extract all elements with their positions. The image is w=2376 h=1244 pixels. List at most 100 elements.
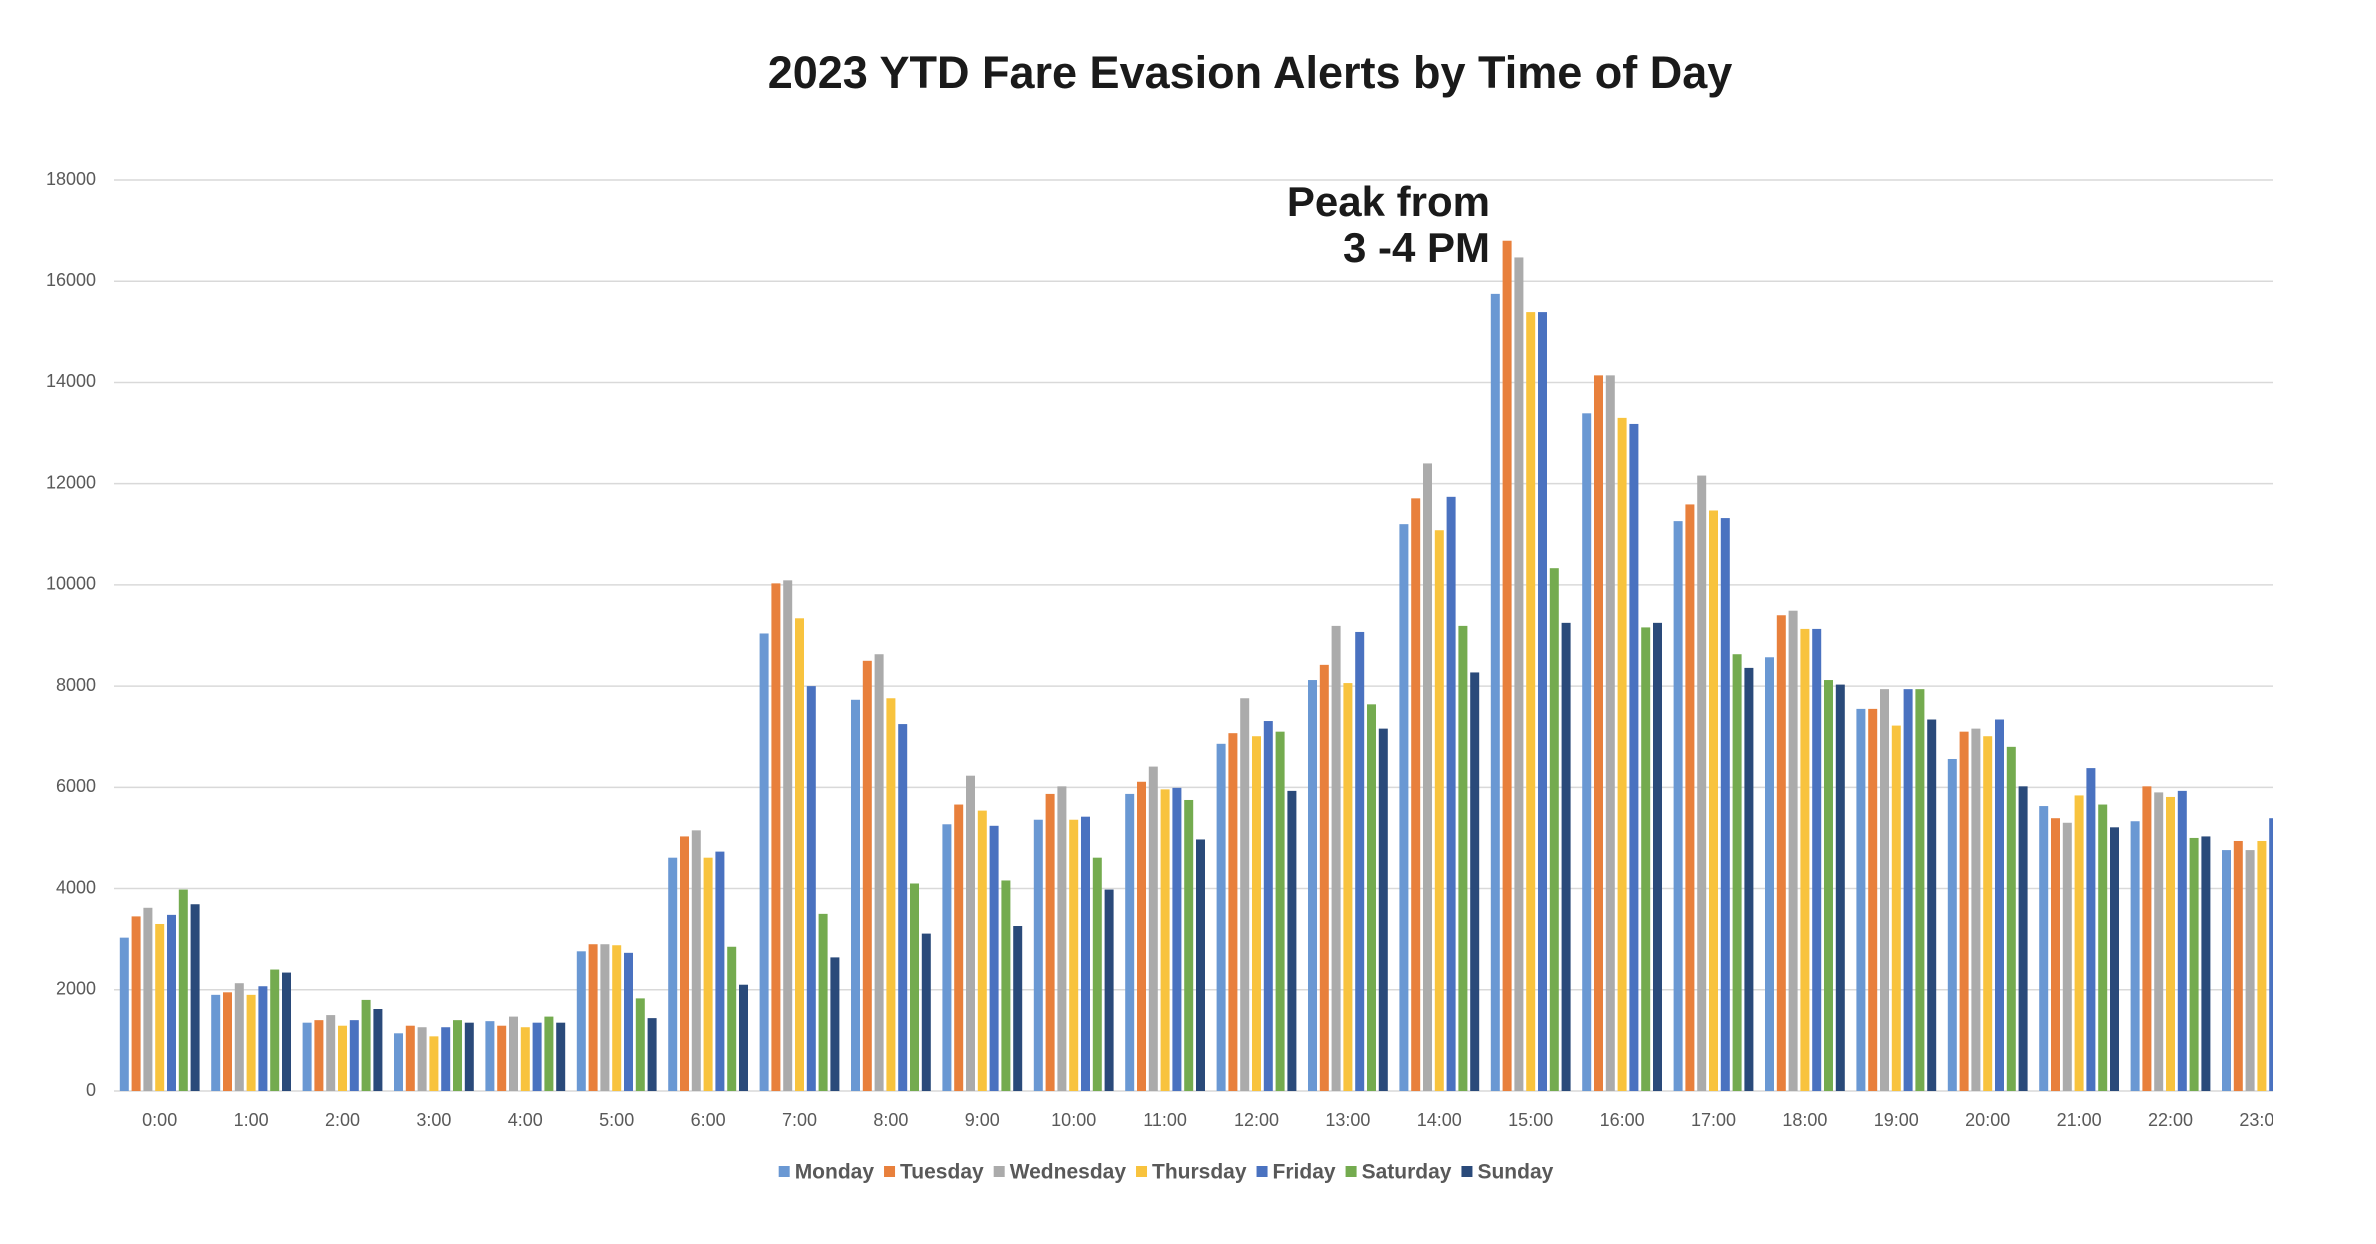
bar: [1732, 654, 1742, 1091]
bar: [1720, 518, 1730, 1091]
x-tick-label: 7:00: [782, 1110, 817, 1130]
bar: [921, 933, 931, 1091]
bar: [1033, 819, 1043, 1091]
bar: [1263, 721, 1273, 1091]
bar: [2269, 818, 2273, 1091]
bar: [1835, 684, 1845, 1091]
bar: [2110, 827, 2119, 1091]
x-tick-label: 9:00: [965, 1110, 1000, 1130]
bar: [532, 1022, 542, 1091]
bar: [1446, 496, 1456, 1091]
bar: [1470, 672, 1480, 1091]
bar: [2062, 822, 2072, 1091]
chart-title: 2023 YTD Fare Evasion Alerts by Time of …: [768, 47, 1733, 98]
bar: [2142, 786, 2152, 1091]
y-tick-label: 10000: [46, 574, 96, 594]
bar: [830, 957, 840, 1091]
bar: [739, 984, 748, 1091]
bar: [1526, 312, 1536, 1092]
grid: 0 2000 4000 6000 8000 10000 12000 14000 16000 180…: [46, 169, 2273, 1100]
bar: [680, 836, 689, 1091]
bar: [556, 1022, 566, 1091]
x-tick-label: 13:00: [1325, 1110, 1370, 1130]
bar: [612, 945, 622, 1091]
bar: [509, 1016, 518, 1091]
bar: [715, 851, 725, 1091]
legend-swatch: [1461, 1166, 1473, 1177]
bar: [1057, 786, 1067, 1091]
bar: [1868, 708, 1878, 1091]
bar: [1947, 758, 1957, 1091]
bar: [727, 946, 737, 1091]
bar: [1995, 719, 2004, 1091]
bar: [1776, 615, 1786, 1091]
legend-swatch: [778, 1166, 790, 1177]
bar: [771, 583, 781, 1091]
bar: [1367, 704, 1376, 1091]
bar: [1880, 689, 1889, 1091]
x-tick-label: 17:00: [1691, 1110, 1736, 1130]
x-tick-label: 22:00: [2148, 1110, 2193, 1130]
x-tick-label: 6:00: [691, 1110, 726, 1130]
bar: [1308, 680, 1317, 1091]
legend-swatch: [1345, 1166, 1357, 1177]
bar: [1629, 423, 1639, 1091]
bar: [544, 1016, 554, 1091]
bar: [520, 1027, 530, 1091]
x-tick-label: 10:00: [1051, 1110, 1096, 1130]
y-tick-label: 14000: [46, 371, 96, 391]
bar: [338, 1025, 347, 1091]
bar: [405, 1025, 415, 1091]
x-tick-label: 18:00: [1782, 1110, 1827, 1130]
bar: [862, 660, 872, 1091]
bar: [1788, 610, 1798, 1091]
bar: [1561, 622, 1571, 1091]
legend-label: Monday: [795, 1161, 875, 1184]
bar: [1549, 568, 1559, 1091]
bar: [1319, 664, 1329, 1091]
y-tick-label: 0: [86, 1080, 96, 1100]
x-tick-label: 16:00: [1600, 1110, 1645, 1130]
bar: [1125, 793, 1135, 1091]
bar: [703, 857, 713, 1091]
x-tick-label: 4:00: [508, 1110, 543, 1130]
bar: [1605, 375, 1615, 1091]
bar: [1983, 736, 1993, 1091]
bar: [373, 1009, 383, 1091]
x-tick-label: 14:00: [1417, 1110, 1462, 1130]
bar: [270, 969, 280, 1091]
bar: [485, 1021, 495, 1091]
bar: [1490, 293, 1500, 1091]
bar: [1287, 790, 1297, 1091]
bar: [910, 883, 919, 1091]
bar: [1001, 880, 1011, 1091]
bar: [588, 944, 598, 1091]
y-tick-label: 16000: [46, 270, 96, 290]
bar: [886, 698, 896, 1091]
bar: [668, 857, 678, 1091]
bar: [691, 830, 701, 1091]
x-tick-label: 0:00: [142, 1110, 177, 1130]
bar: [1458, 625, 1468, 1091]
x-tick-label: 8:00: [873, 1110, 908, 1130]
bar: [178, 889, 188, 1091]
bar: [258, 986, 268, 1091]
bar: [453, 1020, 462, 1091]
legend-label: Tuesday: [900, 1161, 984, 1184]
y-tick-label: 2000: [56, 979, 96, 999]
legend-label: Thursday: [1152, 1161, 1247, 1184]
bar: [1502, 240, 1512, 1091]
bar: [647, 1018, 657, 1091]
bar: [795, 618, 804, 1091]
bar: [119, 937, 129, 1091]
bar: [464, 1022, 474, 1091]
bar: [1697, 475, 1707, 1092]
bar: [302, 1022, 312, 1091]
bar: [966, 775, 975, 1091]
bar: [155, 923, 165, 1091]
bar: [1685, 504, 1695, 1091]
x-tick-label: 11:00: [1143, 1110, 1187, 1130]
bar: [2051, 818, 2060, 1091]
bar: [2086, 768, 2096, 1091]
